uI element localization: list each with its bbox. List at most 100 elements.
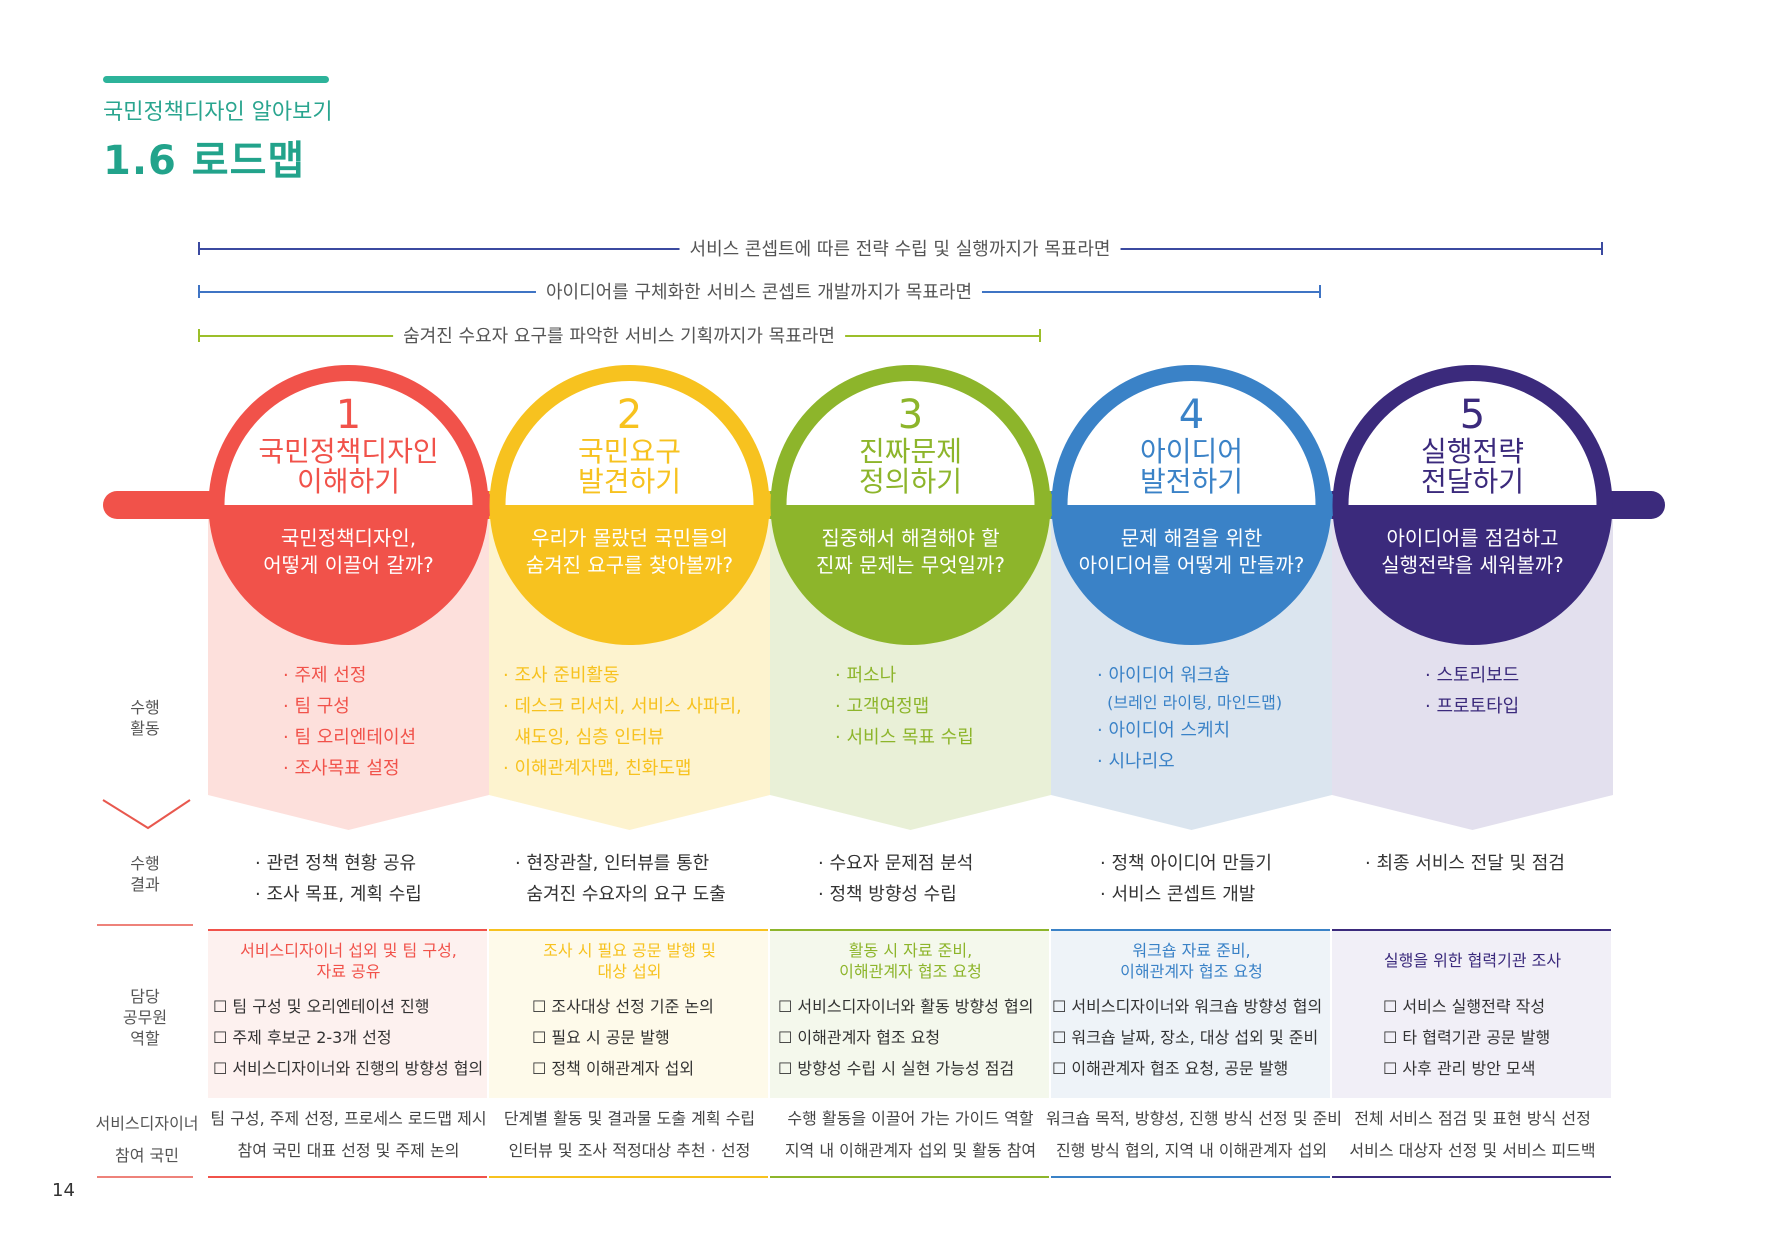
citizen-role: 진행 방식 협의, 지역 내 이해관계자 섭외 bbox=[1055, 1141, 1328, 1160]
result-item: · 관련 정책 현황 공유 bbox=[255, 853, 417, 874]
role-bg bbox=[208, 930, 487, 1098]
stage-question-line2: 아이디어를 어떻게 만들까? bbox=[1078, 553, 1305, 577]
role-item: ☐ 서비스 실행전략 작성 bbox=[1383, 997, 1546, 1016]
section-subtitle: 국민정책디자인 알아보기 bbox=[103, 100, 333, 125]
role-heading: 워크숍 자료 준비, bbox=[1132, 941, 1251, 960]
role-item: ☐ 서비스디자이너와 진행의 방향성 협의 bbox=[213, 1059, 484, 1078]
activity-item: · 프로토타입 bbox=[1425, 696, 1520, 717]
stage-title-line1: 국민요구 bbox=[577, 435, 682, 468]
stage-number: 5 bbox=[1459, 392, 1486, 438]
role-heading: 조사 시 필요 공문 발행 및 bbox=[543, 941, 716, 960]
role-bg bbox=[1332, 930, 1611, 1098]
activity-item: · 조사목표 설정 bbox=[283, 758, 400, 779]
page-title: 1.6 로드맵 bbox=[103, 138, 306, 184]
result-item: · 현장관찰, 인터뷰를 통한 bbox=[515, 853, 710, 874]
stage-circle-inner bbox=[786, 380, 1035, 505]
activity-item: · 아이디어 스케치 bbox=[1097, 720, 1231, 741]
activity-item: · 아이디어 워크숍 bbox=[1097, 665, 1231, 686]
row-label-designer: 서비스디자이너 bbox=[95, 1114, 199, 1133]
role-bg bbox=[770, 930, 1049, 1098]
role-item: ☐ 서비스디자이너와 워크숍 방향성 협의 bbox=[1052, 997, 1323, 1016]
role-item: ☐ 이해관계자 협조 요청, 공문 발행 bbox=[1052, 1059, 1289, 1078]
row-label-activity: 수행 활동 bbox=[130, 698, 160, 738]
activity-item: · 주제 선정 bbox=[283, 665, 367, 686]
designer-role: 수행 활동을 이끌어 가는 가이드 역할 bbox=[787, 1109, 1034, 1128]
result-item: · 수요자 문제점 분석 bbox=[818, 853, 974, 874]
role-bg bbox=[489, 930, 768, 1098]
goal-range-tick bbox=[198, 285, 200, 298]
role-item: ☐ 서비스디자이너와 활동 방향성 협의 bbox=[778, 997, 1034, 1016]
stage-question-line2: 진짜 문제는 무엇일까? bbox=[816, 553, 1005, 577]
activity-item: · 이해관계자맵, 친화도맵 bbox=[503, 758, 692, 779]
stage-circle-inner bbox=[1348, 380, 1597, 505]
row-label-citizen: 참여 국민 bbox=[115, 1146, 179, 1165]
page-number: 14 bbox=[52, 1180, 75, 1201]
stage-title-line1: 국민정책디자인 bbox=[258, 435, 439, 468]
activity-item: · 데스크 리서치, 서비스 사파리, bbox=[503, 696, 742, 717]
activity-item: · 조사 준비활동 bbox=[503, 665, 620, 686]
activity-item: · 팀 오리엔테이션 bbox=[283, 727, 417, 748]
designer-role: 단계별 활동 및 결과물 도출 계획 수립 bbox=[503, 1109, 756, 1128]
goal-range-tick bbox=[1601, 242, 1603, 255]
role-heading: 실행을 위한 협력기관 조사 bbox=[1383, 951, 1562, 970]
activity-item: · 시나리오 bbox=[1097, 751, 1175, 772]
stage-number: 1 bbox=[335, 392, 362, 438]
stage-question-line1: 우리가 몰랐던 국민들의 bbox=[531, 526, 728, 550]
stage-title-line1: 진짜문제 bbox=[858, 435, 963, 468]
activity-item: · 스토리보드 bbox=[1425, 665, 1520, 686]
goal-range-tick bbox=[1039, 329, 1041, 342]
stage-title-line2: 정의하기 bbox=[858, 465, 963, 498]
activity-item: · 퍼소나 bbox=[835, 665, 897, 686]
citizen-role: 참여 국민 대표 선정 및 주제 논의 bbox=[237, 1141, 460, 1160]
stage-question-line1: 집중해서 해결해야 할 bbox=[821, 526, 1000, 550]
role-heading: 이해관계자 협조 요청 bbox=[839, 962, 982, 981]
stage-title-line2: 발전하기 bbox=[1139, 465, 1244, 498]
activity-item: · 팀 구성 bbox=[283, 696, 350, 717]
goal-range-tick bbox=[198, 242, 200, 255]
stage-title-line2: 이해하기 bbox=[296, 465, 401, 498]
stage-title-line2: 발견하기 bbox=[577, 465, 682, 498]
role-item: ☐ 이해관계자 협조 요청 bbox=[778, 1028, 941, 1047]
stage-circle-inner bbox=[224, 381, 473, 505]
role-item: ☐ 필요 시 공문 발행 bbox=[532, 1028, 670, 1047]
stage-question-line1: 문제 해결을 위한 bbox=[1120, 526, 1263, 550]
citizen-role: 지역 내 이해관계자 섭외 및 활동 참여 bbox=[784, 1141, 1037, 1160]
row-label-role: 담당 공무원 역할 bbox=[122, 987, 168, 1048]
stage-circle-inner bbox=[505, 380, 754, 505]
role-item: ☐ 워크숍 날짜, 장소, 대상 섭외 및 준비 bbox=[1052, 1028, 1319, 1047]
role-bg bbox=[1051, 930, 1330, 1098]
result-item: · 최종 서비스 전달 및 점검 bbox=[1365, 853, 1565, 874]
stage-question-line2: 어떻게 이끌어 갈까? bbox=[263, 553, 434, 577]
designer-role: 워크숍 목적, 방향성, 진행 방식 선정 및 준비 bbox=[1046, 1109, 1343, 1128]
stage-question-line2: 실행전략을 세워볼까? bbox=[1381, 553, 1564, 577]
activity-item: (브레인 라이팅, 마인드맵) bbox=[1097, 693, 1283, 712]
stage-title-line1: 아이디어 bbox=[1139, 435, 1244, 468]
role-heading: 대상 섭외 bbox=[597, 962, 662, 981]
role-heading: 활동 시 자료 준비, bbox=[848, 941, 973, 960]
row-label-result: 수행 결과 bbox=[130, 854, 160, 894]
stage-title-line1: 실행전략 bbox=[1420, 435, 1525, 468]
activity-item: · 고객여정맵 bbox=[835, 696, 930, 717]
result-item: 숨겨진 수요자의 요구 도출 bbox=[515, 884, 726, 905]
stage-number: 4 bbox=[1178, 392, 1205, 438]
stage-number: 2 bbox=[616, 392, 643, 438]
role-item: ☐ 타 협력기관 공문 발행 bbox=[1383, 1028, 1551, 1047]
activity-item: · 서비스 목표 수립 bbox=[835, 727, 974, 748]
stage-number: 3 bbox=[897, 392, 924, 438]
role-heading: 서비스디자이너 섭외 및 팀 구성, bbox=[240, 941, 457, 960]
goal-range-label-3: 숨겨진 수요자 요구를 파악한 서비스 기획까지가 목표라면 bbox=[393, 322, 845, 348]
role-heading: 이해관계자 협조 요청 bbox=[1120, 962, 1263, 981]
role-item: ☐ 사후 관리 방안 모색 bbox=[1383, 1059, 1536, 1078]
v-marker bbox=[102, 799, 191, 830]
citizen-role: 인터뷰 및 조사 적정대상 추천 · 선정 bbox=[508, 1141, 751, 1160]
role-item: ☐ 팀 구성 및 오리엔테이션 진행 bbox=[213, 997, 430, 1016]
result-item: · 조사 목표, 계획 수립 bbox=[255, 884, 422, 905]
stage-question-line2: 숨겨진 요구를 찾아볼까? bbox=[525, 553, 734, 577]
designer-role: 팀 구성, 주제 선정, 프로세스 로드맵 제시 bbox=[210, 1109, 487, 1128]
citizen-role: 서비스 대상자 선정 및 서비스 피드백 bbox=[1349, 1141, 1596, 1160]
goal-range-label-1: 서비스 콘셉트에 따른 전략 수립 및 실행까지가 목표라면 bbox=[679, 235, 1121, 261]
result-item: · 정책 아이디어 만들기 bbox=[1100, 853, 1272, 874]
stage-circle-inner bbox=[1067, 380, 1316, 505]
goal-range-label-2: 아이디어를 구체화한 서비스 콘셉트 개발까지가 목표라면 bbox=[535, 278, 983, 304]
